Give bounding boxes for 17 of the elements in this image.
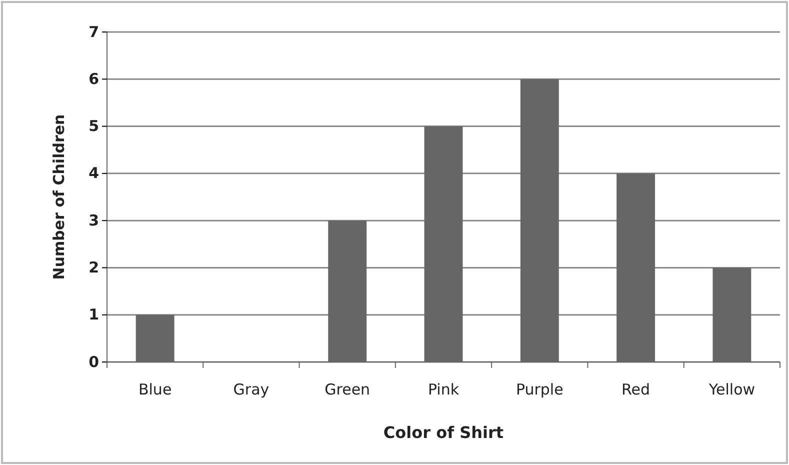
x-tick-label: Purple <box>516 380 564 399</box>
y-tick-label: 6 <box>88 70 99 88</box>
y-tick-label: 5 <box>88 117 99 136</box>
x-tick-label: Red <box>622 380 650 399</box>
y-axis-title: Number of Children <box>50 114 68 280</box>
y-tick-label: 1 <box>88 306 99 324</box>
y-tick-label: 7 <box>88 22 99 41</box>
y-tick-label: 0 <box>88 352 99 371</box>
y-tick-label: 2 <box>88 258 99 277</box>
x-tick-label: Green <box>324 380 370 399</box>
x-tick-label: Yellow <box>708 380 756 399</box>
y-tick-label: 4 <box>88 164 99 182</box>
y-tick-label: 3 <box>88 211 99 230</box>
x-tick-label: Gray <box>233 380 270 399</box>
x-axis-title: Color of Shirt <box>383 423 504 442</box>
x-tick-label: Blue <box>138 380 172 399</box>
x-tick-label: Pink <box>428 380 460 399</box>
